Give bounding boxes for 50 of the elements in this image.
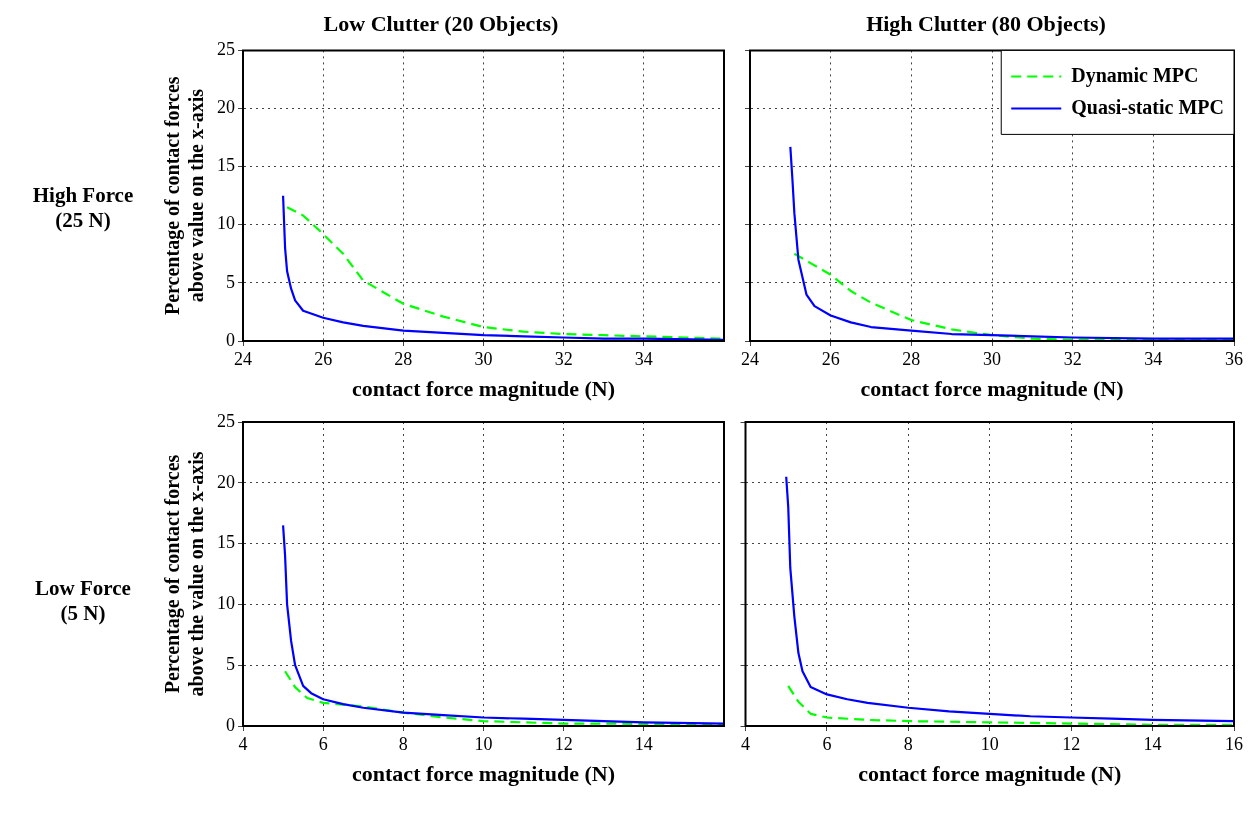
y-tick-label: 0: [226, 714, 235, 735]
y-tick-label: 25: [217, 410, 235, 431]
x-axis-title: contact force magnitude (N): [352, 376, 615, 402]
x-tick-label: 24: [234, 348, 252, 369]
x-tick-label: 28: [902, 348, 921, 369]
x-axis-title: contact force magnitude (N): [858, 761, 1122, 787]
x-tick-label: 8: [398, 733, 408, 754]
y-tick-label: 20: [217, 97, 235, 118]
x-tick-label: 8: [903, 733, 913, 754]
x-tick-label: 4: [238, 733, 248, 754]
legend-label: Dynamic MPC: [1071, 63, 1199, 87]
x-tick-label: 4: [741, 733, 750, 754]
x-tick-label: 14: [1143, 733, 1162, 754]
chart-title: High Clutter (80 Objects): [866, 10, 1106, 36]
y-tick-label: 25: [217, 39, 235, 60]
y-tick-label: 15: [217, 155, 235, 176]
x-tick-label: 14: [634, 733, 653, 754]
chart-title: Low Clutter (20 Objects): [323, 10, 559, 36]
x-tick-label: 32: [554, 348, 573, 369]
x-tick-label: 26: [314, 348, 333, 369]
y-tick-label: 10: [217, 593, 235, 614]
legend-label: Quasi-static MPC: [1071, 95, 1225, 118]
x-tick-label: 16: [1225, 733, 1243, 754]
x-axis-title: contact force magnitude (N): [352, 761, 615, 787]
x-tick-label: 6: [318, 733, 328, 754]
x-tick-label: 30: [474, 348, 493, 369]
text: High Force (25 N): [31, 183, 135, 233]
y-tick-label: 10: [217, 213, 235, 234]
x-tick-label: 26: [821, 348, 840, 369]
x-tick-label: 10: [980, 733, 999, 754]
x-tick-label: 34: [1144, 348, 1163, 369]
y-tick-label: 5: [226, 271, 235, 292]
x-tick-label: 36: [1225, 348, 1243, 369]
x-tick-label: 6: [822, 733, 832, 754]
x-tick-label: 34: [634, 348, 653, 369]
x-tick-label: 12: [554, 733, 573, 754]
x-tick-label: 28: [394, 348, 413, 369]
x-tick-label: 12: [1062, 733, 1081, 754]
x-tick-label: 24: [741, 348, 759, 369]
y-tick-label: 20: [217, 471, 235, 492]
x-axis-title: contact force magnitude (N): [860, 376, 1124, 402]
y-tick-label: 0: [226, 329, 235, 350]
y-axis-title: Percentage of contact forces above value on the x-axis: [161, 76, 208, 315]
x-tick-label: 32: [1063, 348, 1082, 369]
y-tick-label: 5: [226, 653, 235, 674]
x-tick-label: 10: [474, 733, 493, 754]
x-tick-label: 30: [983, 348, 1001, 369]
y-axis-title: Percentage of contact forces above the value on the x-axis: [161, 451, 208, 697]
y-tick-label: 15: [217, 532, 235, 553]
text: Low Force (5 N): [34, 575, 132, 626]
